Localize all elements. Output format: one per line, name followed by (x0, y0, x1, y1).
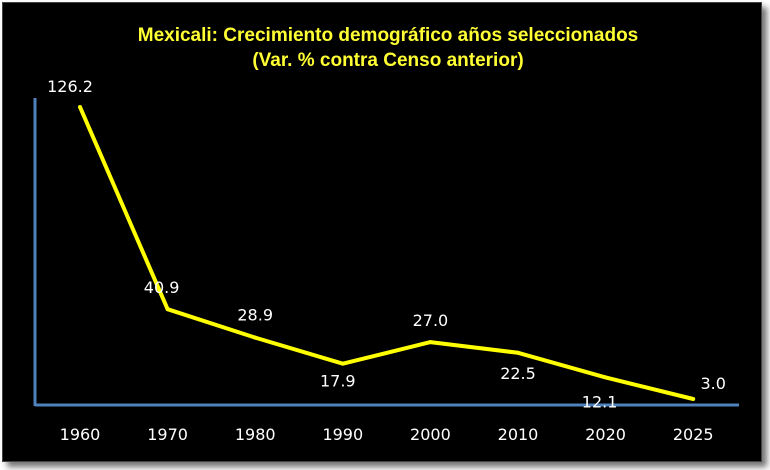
x-tick-label: 2025 (673, 425, 714, 444)
data-point (253, 335, 258, 340)
data-label: 40.9 (144, 278, 180, 297)
data-label: 28.9 (237, 306, 273, 325)
x-tick-label: 1990 (322, 425, 363, 444)
chart-subtitle: (Var. % contra Censo anterior) (252, 50, 523, 71)
x-tick-label: 2010 (498, 425, 539, 444)
data-point (428, 340, 433, 345)
x-tick-label: 1970 (147, 425, 188, 444)
data-label: 17.9 (320, 372, 356, 391)
chart-frame: Mexicali: Crecimiento demográfico años s… (2, 2, 762, 462)
data-label: 22.5 (500, 364, 536, 383)
data-label: 12.1 (582, 392, 618, 411)
series-layer (78, 105, 696, 401)
line-chart: Mexicali: Crecimiento demográfico años s… (33, 25, 739, 444)
data-label: 3.0 (700, 374, 725, 393)
data-point (78, 105, 82, 109)
chart-title: Mexicali: Crecimiento demográfico años s… (138, 25, 639, 46)
series-line (78, 106, 694, 401)
x-tick-label: 2000 (410, 425, 451, 444)
x-tick-label: 1980 (235, 425, 276, 444)
data-point (340, 361, 345, 366)
x-tick-label: 2020 (585, 425, 626, 444)
x-tick-labels: 1960 1970 1980 1990 2000 2010 2020 2025 (60, 425, 714, 444)
data-point (691, 397, 696, 401)
x-tick-label: 1960 (60, 425, 101, 444)
data-point (603, 375, 608, 380)
data-label: 126.2 (47, 77, 93, 96)
data-point (516, 350, 520, 355)
data-label: 27.0 (413, 311, 449, 330)
data-labels: 126.2 40.9 28.9 17.9 27.0 22.5 12.1 3.0 (47, 77, 726, 411)
data-point (165, 307, 170, 312)
